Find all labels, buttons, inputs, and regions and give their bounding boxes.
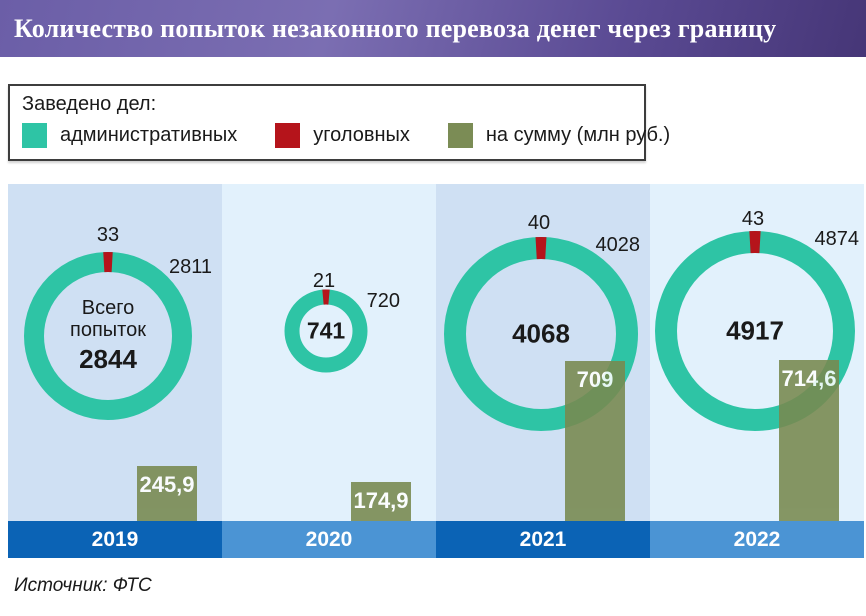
total-count: 741 [306, 317, 346, 344]
panel-body: 21 720 741 174,9 [222, 184, 436, 521]
donut-center-label: 4917 [690, 316, 820, 347]
title-bar: Количество попыток незаконного перевоза … [0, 0, 866, 57]
legend-items: административных уголовных на сумму (млн… [22, 123, 670, 148]
year-band: 2022 [650, 521, 864, 558]
donut-chart [444, 237, 638, 431]
administrative-count-label: 2811 [168, 256, 212, 278]
year-band: 2020 [222, 521, 436, 558]
panel-body: 33 2811 Всего попыток 2844 245,9 [8, 184, 222, 521]
donut-center-label: 741 [261, 318, 391, 345]
year-band: 2021 [436, 521, 650, 558]
criminal-count-label: 43 [741, 208, 765, 230]
criminal-count-label: 21 [312, 270, 336, 292]
legend-label: уголовных [313, 124, 410, 146]
amount-bar: 714,6 [779, 360, 839, 521]
amount-bar: 245,9 [137, 466, 197, 521]
year-panel-2019: 33 2811 Всего попыток 2844 245,9 2019 [8, 184, 222, 558]
amount-bar: 174,9 [351, 482, 411, 521]
panel-body: 40 4028 4068 709 [436, 184, 650, 521]
legend-box: Заведено дел: административных уголовных… [8, 84, 670, 161]
total-count: 4917 [726, 315, 784, 346]
legend-label: на сумму (млн руб.) [485, 124, 671, 146]
year-panel-2020: 21 720 741 174,9 2020 [222, 184, 436, 558]
legend-item-criminal: уголовных [275, 123, 410, 148]
legend-label: административных [60, 124, 238, 146]
amount-bar: 709 [565, 361, 625, 521]
source-note: Источник: ФТС [14, 575, 152, 596]
donut-center-label: 4068 [476, 319, 606, 350]
total-caption: Всего попыток [70, 297, 146, 342]
chart-area: 33 2811 Всего попыток 2844 245,9 2019 21… [8, 184, 864, 558]
year-panel-2021: 40 4028 4068 709 2021 [436, 184, 650, 558]
donut-chart [284, 289, 368, 373]
amount-value: 714,6 [781, 366, 837, 391]
administrative-color-swatch [22, 123, 47, 148]
amount-value: 245,9 [139, 472, 195, 497]
criminal-count-label: 33 [96, 224, 120, 246]
administrative-count-label: 720 [366, 290, 400, 312]
criminal-ring-segment [655, 231, 855, 431]
criminal-ring-segment [444, 237, 638, 431]
year-panel-2022: 43 4874 4917 714,6 2022 [650, 184, 864, 558]
year-band: 2019 [8, 521, 222, 558]
criminal-ring-segment [24, 252, 192, 420]
total-count: 2844 [79, 343, 137, 374]
criminal-color-swatch [275, 123, 301, 148]
donut-center-label: Всего попыток 2844 [43, 297, 173, 375]
criminal-count-label: 40 [527, 212, 551, 234]
administrative-count-label: 4874 [814, 228, 860, 250]
donut-chart [24, 252, 192, 420]
legend-item-amount: на сумму (млн руб.) [447, 123, 671, 148]
page-title: Количество попыток незаконного перевоза … [14, 13, 777, 43]
amount-color-swatch [447, 123, 473, 148]
administrative-count-label: 4028 [595, 234, 641, 256]
amount-value: 174,9 [353, 488, 409, 513]
legend-title: Заведено дел: [22, 93, 157, 115]
panel-body: 43 4874 4917 714,6 [650, 184, 864, 521]
legend-item-administrative: административных [22, 123, 237, 148]
donut-chart [655, 231, 855, 431]
total-count: 4068 [512, 318, 570, 349]
amount-value: 709 [576, 367, 614, 392]
